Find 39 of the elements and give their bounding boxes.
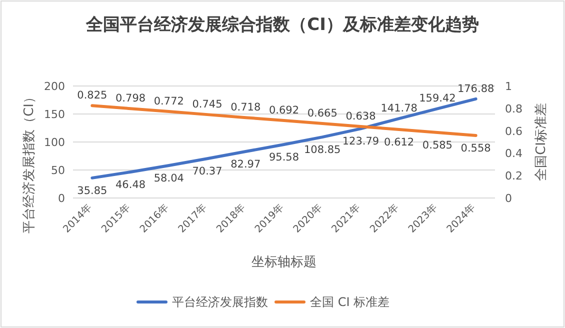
data-label: 0.612 (384, 136, 414, 148)
y2-tick-label: 0.8 (505, 102, 522, 116)
data-label: 141.78 (380, 102, 418, 115)
data-label: 0.585 (422, 139, 452, 152)
data-label: 0.745 (192, 98, 222, 111)
y2-tick-label: 0 (505, 192, 512, 205)
data-label: 35.85 (77, 184, 108, 197)
data-label: 0.692 (268, 104, 300, 116)
y-tick-label: 50 (51, 164, 65, 177)
y-tick-label: 150 (44, 108, 65, 121)
data-label: 0.638 (346, 110, 376, 123)
data-label: 0.825 (77, 90, 108, 102)
data-label: 0.798 (116, 92, 146, 105)
data-label: 58.04 (154, 172, 184, 184)
data-label: 0.558 (460, 142, 491, 155)
y2-tick-label: 1 (505, 80, 512, 93)
data-label: 108.85 (304, 144, 341, 156)
data-label: 0.665 (307, 108, 338, 120)
y-tick-label: 0 (58, 192, 65, 205)
y-axis-title: 平台经济发展指数（CI） (22, 90, 37, 234)
y-tick-label: 200 (44, 80, 65, 93)
x-axis-title: 坐标轴标题 (252, 255, 316, 270)
data-label: 70.37 (192, 166, 222, 178)
legend-label: 全国 CI 标准差 (310, 295, 390, 309)
y2-axis-title: 全国CI标准差 (534, 103, 549, 181)
data-label: 0.772 (154, 96, 184, 108)
y2-tick-label: 0.2 (505, 170, 522, 183)
chart-title: 全国平台经济发展综合指数（CI）及标准差变化趋势 (85, 15, 479, 35)
data-label: 176.88 (457, 82, 494, 95)
data-label: 0.718 (230, 102, 261, 114)
y2-tick-label: 0.4 (505, 147, 522, 160)
data-label: 95.58 (268, 151, 300, 164)
data-label: 159.42 (419, 92, 456, 105)
y2-tick-label: 0.6 (505, 124, 522, 138)
data-label: 123.79 (342, 136, 380, 148)
data-label: 82.97 (230, 158, 261, 171)
data-label: 46.48 (116, 178, 146, 191)
y-tick-label: 100 (44, 136, 65, 149)
legend-label: 平台经济发展指数 (172, 295, 268, 309)
